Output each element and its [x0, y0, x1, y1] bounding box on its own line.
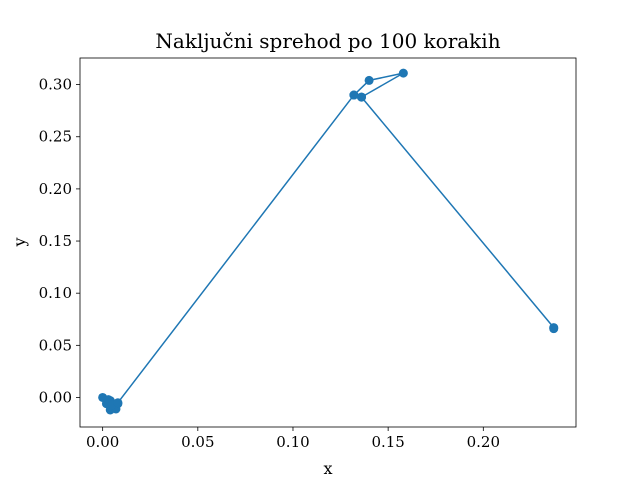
data-point	[113, 398, 123, 408]
plot-area	[98, 68, 559, 415]
data-point	[349, 90, 359, 100]
y-tick-label: 0.25	[39, 128, 72, 146]
series-line	[102, 72, 555, 411]
x-tick-label: 0.15	[371, 433, 404, 451]
y-tick-label: 0.30	[39, 76, 72, 94]
y-tick-label: 0.15	[39, 232, 72, 250]
y-tick-label: 0.00	[39, 388, 72, 406]
y-tick-label: 0.05	[39, 336, 72, 354]
x-tick-label: 0.05	[181, 433, 214, 451]
axes-frame	[79, 57, 577, 428]
y-tick-label: 0.20	[39, 180, 72, 198]
y-axis-label: y	[10, 237, 29, 247]
data-point	[549, 324, 559, 334]
chart-title: Naključni sprehod po 100 korakih	[155, 29, 500, 53]
x-tick-label: 0.10	[276, 433, 309, 451]
data-point	[357, 92, 366, 102]
data-point	[364, 75, 374, 85]
x-tick-label: 0.20	[467, 433, 500, 451]
data-point	[398, 68, 408, 78]
x-axis-label: x	[323, 459, 332, 478]
y-axis: 0.00 0.05 0.10 0.15 0.20 0.25 0.30	[39, 76, 80, 406]
x-axis: 0.00 0.05 0.10 0.15 0.20	[86, 427, 500, 451]
x-tick-label: 0.00	[86, 433, 119, 451]
y-tick-label: 0.10	[39, 284, 72, 302]
